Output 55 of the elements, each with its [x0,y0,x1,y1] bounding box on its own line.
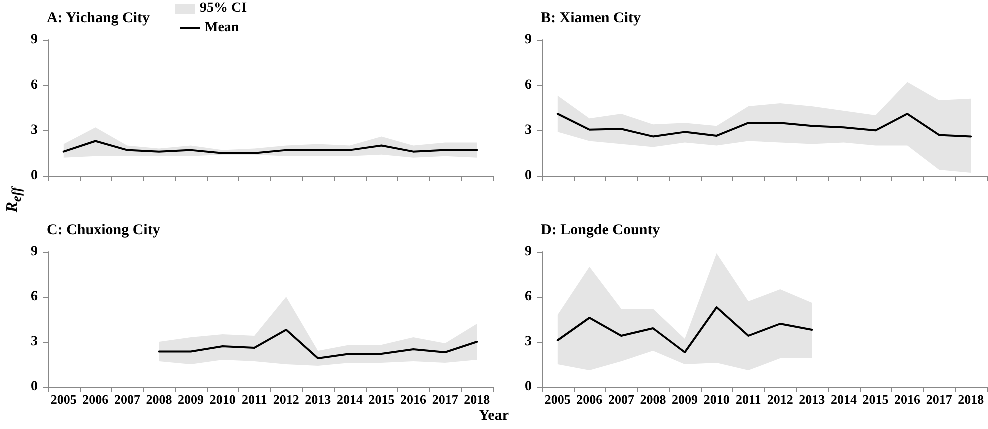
chart-title: B: Xiamen City [541,10,642,26]
x-tick-label: 2007 [114,392,141,407]
y-tick-label: 6 [31,290,38,304]
x-tick-label: 2010 [704,392,730,407]
chart-title: C: Chuxiong City [47,222,161,238]
x-tick-label: 2016 [400,392,428,407]
legend-label: Mean [205,20,240,36]
x-tick-label: 2015 [368,392,396,407]
y-tick-label: 9 [31,32,38,48]
line-series [556,306,814,354]
y-tick-label: 3 [525,334,532,350]
x-tick-label: 2005 [50,392,78,407]
line-series [158,329,478,360]
x-tick-label: 2015 [862,392,890,407]
chart-title: A: Yichang City [47,10,151,26]
y-tick-label: 3 [525,123,532,138]
x-tick-label: 2013 [799,392,826,407]
x-tick-label: 2006 [82,392,110,407]
x-tick-label: 2006 [576,392,604,407]
x-tick-label: 2011 [736,392,762,407]
y-tick-label: 3 [31,334,38,350]
x-tick-label: 2011 [242,392,268,407]
line-series [62,140,478,154]
y-tick-label: 6 [31,78,38,93]
x-tick-label: 2009 [178,392,205,407]
chart-title: D: Longde County [541,222,661,238]
y-tick-label: 0 [525,168,532,184]
y-tick-label: 0 [31,168,38,184]
x-tick-label: 2017 [926,392,953,407]
x-tick-label: 2014 [830,392,858,407]
y-tick-label: 6 [525,290,532,304]
x-tick-label: 2018 [464,392,491,407]
y-tick-label: 3 [31,123,38,138]
x-tick-label: 2014 [336,392,364,407]
x-axis-title: Year [479,408,509,425]
x-tick-label: 2005 [544,392,572,407]
y-tick-label: 9 [31,244,38,260]
y-tick-label: 6 [525,78,532,93]
x-tick-label: 2018 [958,392,985,407]
x-tick-label: 2008 [146,392,173,407]
x-tick-label: 2009 [672,392,699,407]
y-tick-label: 9 [525,32,532,48]
text: 95% CI [200,1,248,17]
y-tick-label: 0 [31,380,38,394]
y-tick-label: 0 [525,380,532,394]
x-tick-label: 2008 [640,392,667,407]
x-tick-label: 2007 [608,392,635,407]
x-tick-label: 2016 [894,392,922,407]
x-tick-label: 2012 [767,392,794,407]
x-tick-label: 2017 [432,392,459,407]
x-tick-label: 2013 [305,392,332,407]
y-tick-label: 9 [525,244,532,260]
x-tick-label: 2012 [273,392,300,407]
x-tick-label: 2010 [210,392,236,407]
line-series [556,113,972,138]
